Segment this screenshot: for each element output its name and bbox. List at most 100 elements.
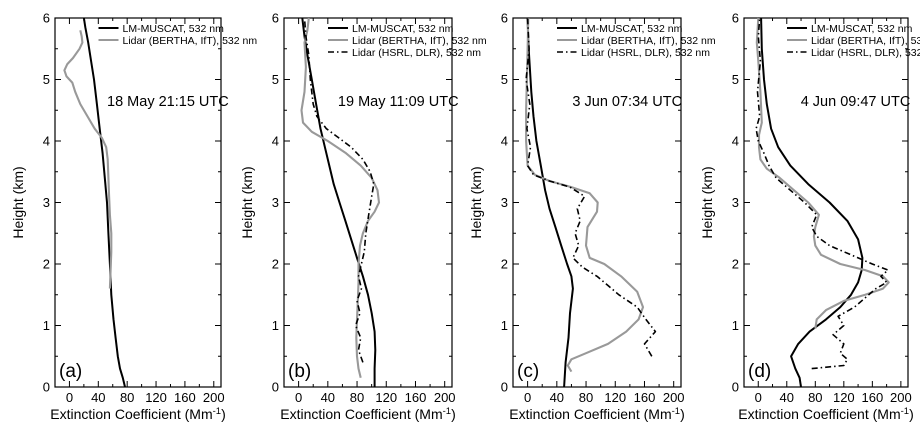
x-tick-label: 0: [66, 390, 73, 405]
y-tick-label: 4: [43, 134, 50, 149]
panel-label: (c): [517, 361, 539, 382]
x-tick-label: 200: [663, 390, 685, 405]
panel-label: (b): [288, 361, 311, 382]
x-tick-label: 160: [405, 390, 427, 405]
y-tick-label: 1: [501, 318, 508, 333]
x-tick-label: 80: [350, 390, 364, 405]
plot-frame: [743, 17, 909, 388]
y-tick-label: 1: [272, 318, 279, 333]
y-tick-label: 6: [501, 11, 508, 26]
x-tick-label: 0: [755, 390, 762, 405]
x-tick-label: 160: [861, 390, 883, 405]
x-axis-label-superscript: -1: [213, 406, 221, 417]
legend-entry: Lidar (BERTHA, IfT), 532 nm: [811, 35, 920, 47]
y-axis-label: Height (km): [468, 166, 484, 238]
y-tick-label: 0: [43, 380, 50, 395]
x-tick-label: 0: [524, 390, 531, 405]
plot-frame: [54, 17, 222, 388]
x-tick-label: 80: [808, 390, 822, 405]
y-tick-label: 6: [272, 11, 279, 26]
series-line-1: [526, 17, 574, 388]
y-tick-label: 5: [732, 72, 739, 87]
series-line-1: [82, 17, 126, 388]
series-line-2: [63, 30, 113, 289]
y-tick-label: 0: [732, 380, 739, 395]
y-tick-label: 5: [501, 72, 508, 87]
y-tick-label: 0: [272, 380, 279, 395]
panel-annotation: 18 May 21:15 UTC: [107, 94, 229, 110]
x-tick-label: 40: [550, 390, 564, 405]
y-axis-label: Height (km): [239, 166, 255, 238]
y-tick-label: 2: [272, 257, 279, 272]
y-tick-label: 6: [732, 11, 739, 26]
x-tick-label: 200: [890, 390, 912, 405]
y-tick-label: 1: [43, 318, 50, 333]
series-line-2: [525, 17, 645, 373]
panel-annotation: 19 May 11:09 UTC: [338, 94, 459, 110]
y-tick-label: 4: [272, 134, 279, 149]
x-tick-label: 160: [174, 390, 196, 405]
x-axis-label-close: ): [680, 406, 685, 422]
legend-entry: Lidar (HSRL, DLR), 532 nm: [811, 47, 920, 59]
y-tick-label: 6: [43, 11, 50, 26]
legend-entry: LM-MUSCAT, 532 nm: [352, 23, 454, 35]
x-tick-label: 0: [295, 390, 302, 405]
chart-panel-2: 0 1 2 3 4 5 6 0 40 80 120 160 200 Height (km) Extincti…: [239, 11, 487, 423]
y-tick-label: 3: [43, 195, 50, 210]
x-axis-label: Extinction Coefficient (Mm-1): [280, 406, 455, 422]
y-tick-label: 4: [732, 134, 739, 149]
x-axis-label: Extinction Coefficient (Mm-1): [509, 406, 684, 422]
panel-label: (a): [59, 361, 82, 382]
x-tick-label: 200: [434, 390, 456, 405]
panel-annotation: 4 Jun 09:47 UTC: [801, 94, 911, 110]
y-axis-label: Height (km): [699, 166, 715, 238]
panel-label: (d): [748, 361, 771, 382]
legend-entry: LM-MUSCAT, 532 nm: [123, 23, 225, 35]
legend-entry: LM-MUSCAT, 532 nm: [581, 23, 683, 35]
x-axis-label-text: Extinction Coefficient (Mm: [50, 406, 212, 422]
legend-entry: Lidar (BERTHA, IfT), 532 nm: [123, 35, 258, 47]
x-axis-label-close: ): [451, 406, 456, 422]
x-axis-label-close: ): [221, 406, 226, 422]
legend-entry: LM-MUSCAT, 532 nm: [811, 23, 913, 35]
y-tick-label: 1: [732, 318, 739, 333]
x-tick-label: 120: [375, 390, 397, 405]
y-tick-label: 0: [501, 380, 508, 395]
legend-entry: Lidar (BERTHA, IfT), 532 nm: [581, 35, 716, 47]
legend-entry: Lidar (HSRL, DLR), 532 nm: [352, 47, 481, 59]
x-tick-label: 80: [579, 390, 593, 405]
series-line-3: [755, 17, 889, 370]
y-axis-label: Height (km): [10, 166, 26, 238]
x-tick-label: 80: [120, 390, 134, 405]
x-tick-label: 40: [321, 390, 335, 405]
y-tick-label: 4: [501, 134, 508, 149]
x-tick-label: 200: [203, 390, 225, 405]
legend-entry: Lidar (BERTHA, IfT), 532 nm: [352, 35, 487, 47]
y-tick-label: 2: [501, 257, 508, 272]
series-line-1: [760, 17, 864, 388]
x-tick-label: 120: [145, 390, 167, 405]
x-axis-label-close: ): [909, 406, 914, 422]
x-axis-label-text: Extinction Coefficient (Mm: [509, 406, 671, 422]
y-tick-label: 3: [501, 195, 508, 210]
x-tick-label: 120: [604, 390, 626, 405]
chart-panel-1: 0 1 2 3 4 5 6 0 40 80 120 160 200 Height (km) Extincti…: [10, 11, 257, 423]
x-axis-label-text: Extinction Coefficient (Mm: [738, 406, 900, 422]
x-tick-label: 40: [780, 390, 794, 405]
y-tick-label: 2: [732, 257, 739, 272]
x-axis-label-text: Extinction Coefficient (Mm: [280, 406, 442, 422]
series-line-2: [300, 17, 381, 379]
x-axis-label-superscript: -1: [901, 406, 909, 417]
series-line-3: [525, 17, 657, 357]
x-axis-label: Extinction Coefficient (Mm-1): [738, 406, 913, 422]
y-tick-label: 5: [43, 72, 50, 87]
chart-panel-4: 0 1 2 3 4 5 6 0 40 80 120 160 200 Height (km) Extincti…: [699, 11, 920, 423]
chart-panel-3: 0 1 2 3 4 5 6 0 40 80 120 160 200 Height (km) Extincti…: [468, 11, 716, 423]
series-line-2: [755, 17, 890, 329]
x-tick-label: 160: [634, 390, 656, 405]
series-line-3: [303, 17, 375, 363]
y-tick-label: 2: [43, 257, 50, 272]
x-axis-label-superscript: -1: [672, 406, 680, 417]
y-tick-label: 3: [732, 195, 739, 210]
